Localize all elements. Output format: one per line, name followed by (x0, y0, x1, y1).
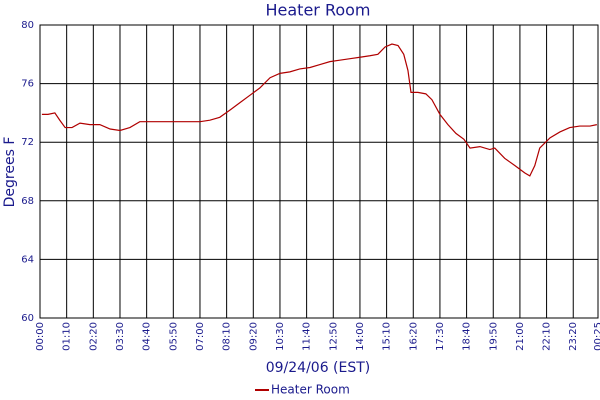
x-tick-label: 04:40 (142, 322, 153, 351)
x-tick-label: 08:10 (222, 322, 233, 351)
x-tick-label: 02:20 (88, 322, 99, 351)
x-tick-label: 11:40 (302, 322, 313, 351)
x-tick-label: 19:50 (488, 322, 499, 351)
x-tick-label: 16:20 (408, 322, 419, 351)
x-tick-label: 23:20 (568, 322, 579, 351)
series-line (41, 43, 597, 177)
y-axis-label: Degrees F (2, 137, 18, 208)
plot-area (39, 24, 599, 319)
y-tick-label: 68 (21, 196, 34, 207)
y-tick-label: 80 (21, 20, 34, 31)
x-tick-label: 18:40 (462, 322, 473, 351)
legend-label: Heater Room (271, 383, 350, 397)
x-tick-label: 10:30 (275, 322, 286, 351)
x-tick-label: 03:30 (115, 322, 126, 351)
y-tick-label: 60 (21, 313, 34, 324)
x-tick-label: 17:30 (435, 322, 446, 351)
x-tick-label: 00:25 (593, 322, 600, 351)
x-tick-label: 01:10 (62, 322, 73, 351)
x-tick-label: 12:50 (328, 322, 339, 351)
x-tick-label: 05:50 (168, 322, 179, 351)
x-tick-label: 07:00 (195, 322, 206, 351)
x-tick-label: 15:10 (382, 322, 393, 351)
y-tick-label: 76 (21, 79, 34, 90)
x-tick-label: 21:00 (515, 322, 526, 351)
chart-title: Heater Room (265, 1, 370, 20)
x-tick-label: 09:20 (248, 322, 259, 351)
x-tick-label: 14:00 (355, 322, 366, 351)
y-tick-label: 64 (21, 254, 34, 265)
x-tick-label: 00:00 (35, 322, 46, 351)
x-tick-label: 22:10 (542, 322, 553, 351)
x-axis-label: 09/24/06 (EST) (266, 360, 371, 376)
y-tick-label: 72 (21, 137, 34, 148)
